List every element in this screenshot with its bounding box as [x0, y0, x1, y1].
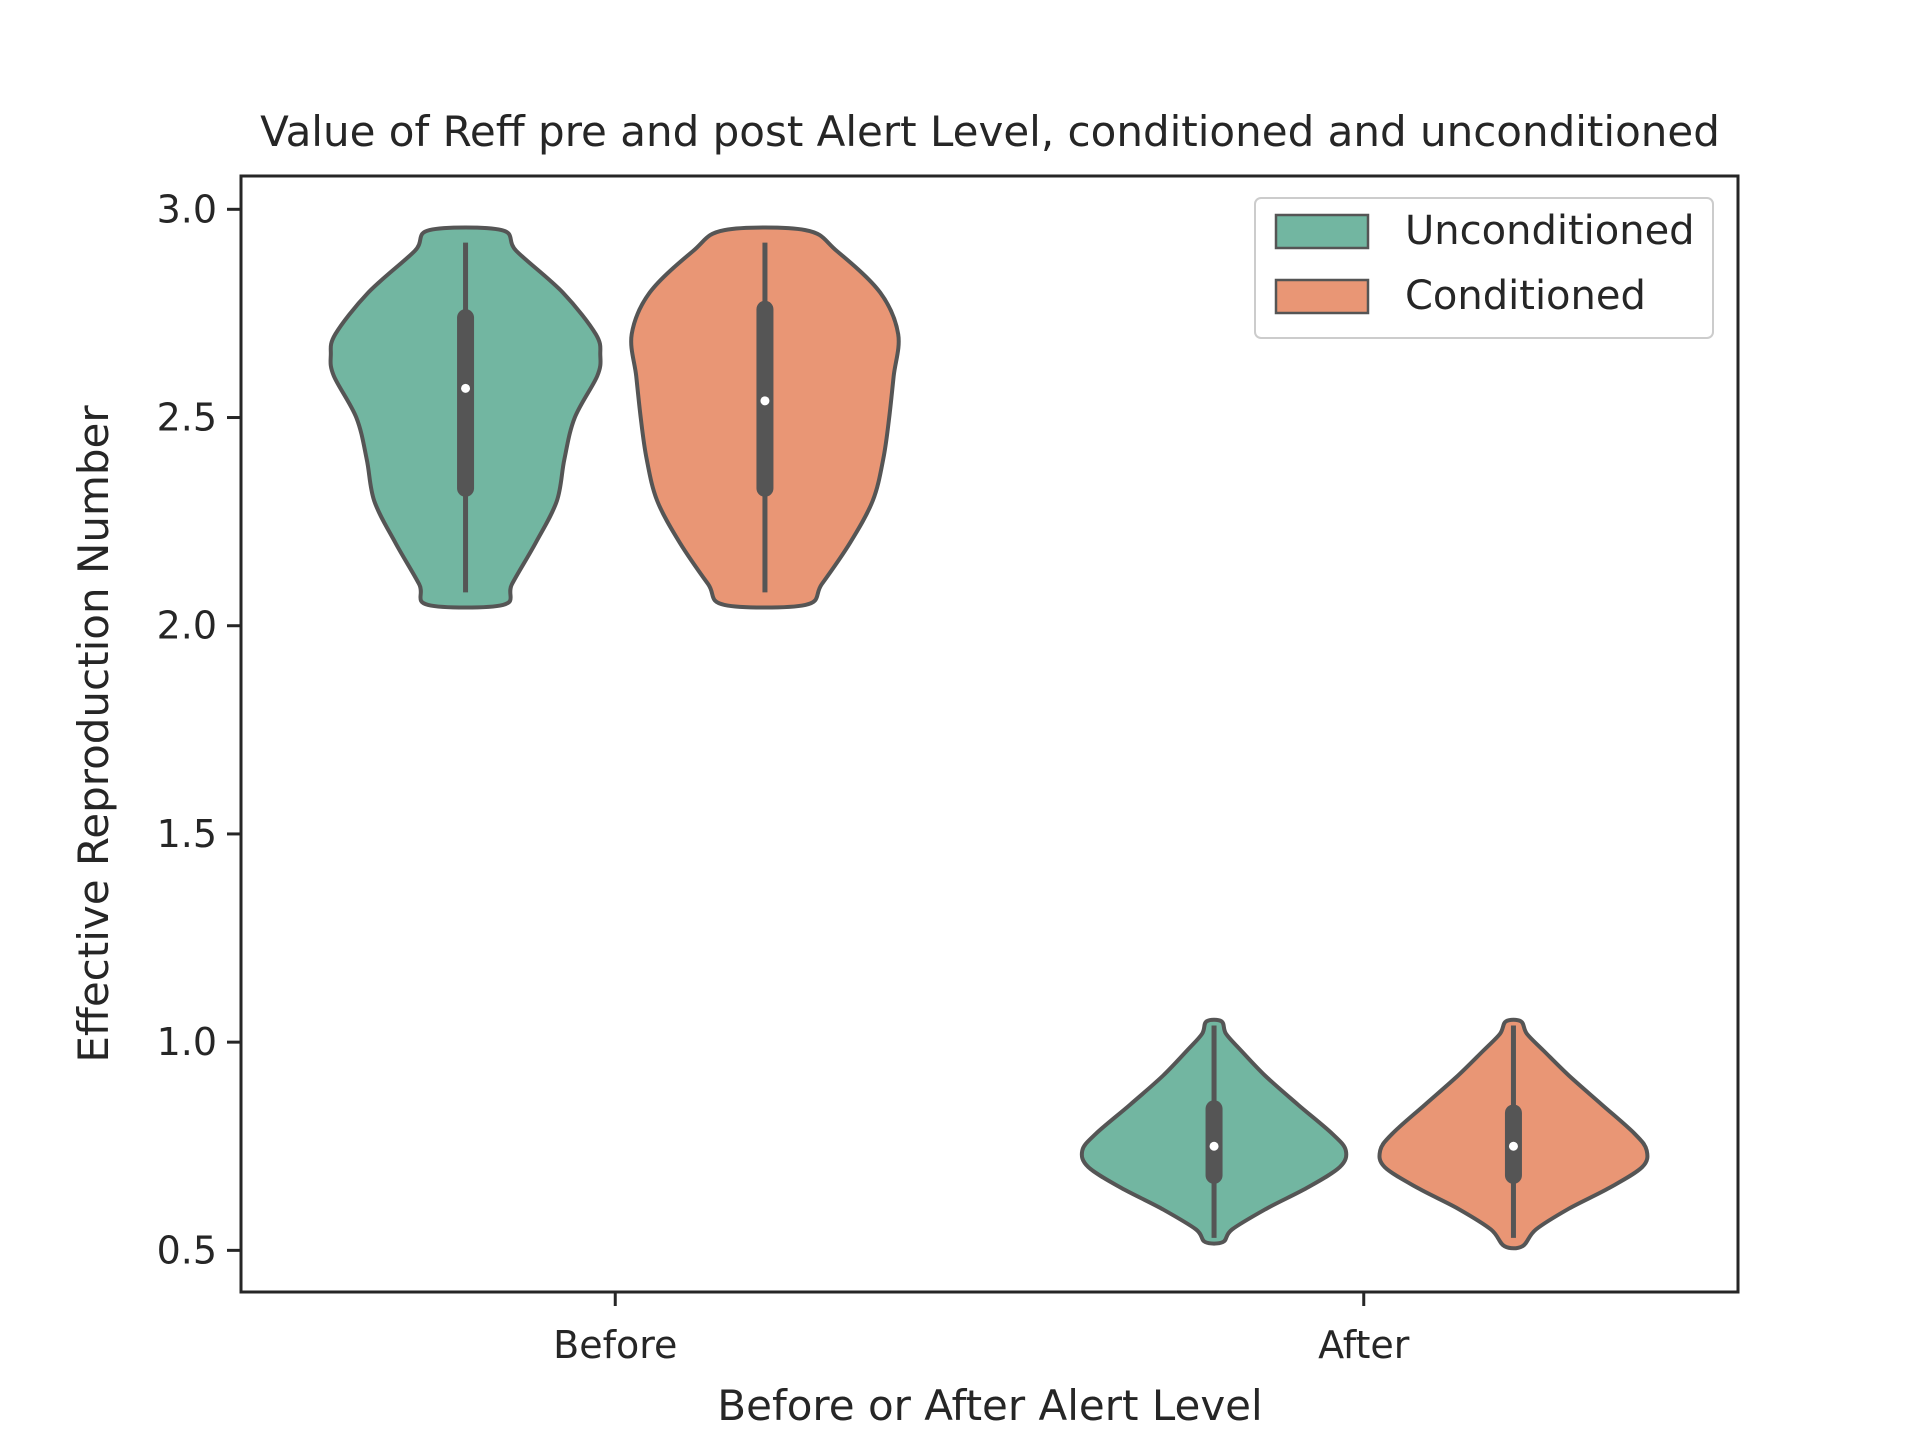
legend-frame	[1254, 197, 1714, 339]
y-tick-label: 2.0	[157, 604, 217, 648]
x-tick-label: Before	[553, 1323, 677, 1367]
legend-label-conditioned: Conditioned	[1405, 273, 1646, 319]
median-dot-conditioned-before	[760, 396, 770, 406]
y-tick-label: 1.0	[157, 1020, 217, 1064]
median-dot-unconditioned-before	[461, 383, 471, 393]
y-tick-label: 3.0	[157, 187, 217, 231]
legend: Unconditioned Conditioned	[1254, 197, 1714, 339]
x-axis: Before After	[553, 1292, 1410, 1367]
y-tick-label: 2.5	[157, 396, 217, 440]
chart-title: Value of Reff pre and post Alert Level, …	[260, 107, 1720, 156]
legend-label-unconditioned: Unconditioned	[1405, 208, 1695, 254]
y-tick-label: 1.5	[157, 812, 217, 856]
plot-frame	[239, 174, 1740, 1294]
median-dot-unconditioned-after	[1209, 1141, 1219, 1151]
violins-layer	[328, 225, 1650, 1251]
legend-swatch-unconditioned	[1274, 213, 1370, 250]
x-axis-label: Before or After Alert Level	[717, 1381, 1262, 1430]
x-tick-label: After	[1318, 1323, 1410, 1367]
y-axis-label: Effective Reproduction Number	[69, 405, 118, 1063]
y-axis: 0.5 1.0 1.5 2.0 2.5 3.0	[157, 187, 241, 1272]
legend-swatch-conditioned	[1274, 278, 1370, 315]
median-dot-conditioned-after	[1508, 1141, 1518, 1151]
y-tick-label: 0.5	[157, 1228, 217, 1272]
